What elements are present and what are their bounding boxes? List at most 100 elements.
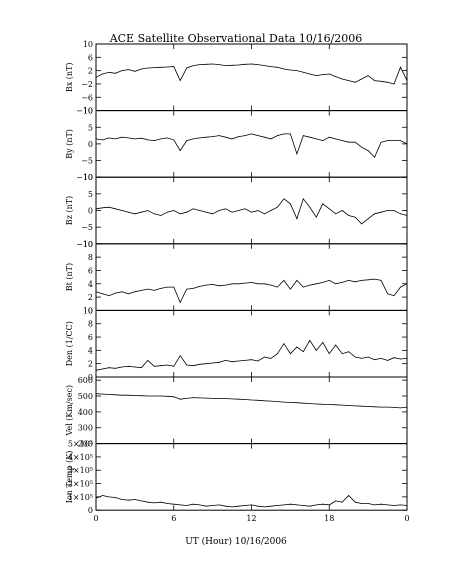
y-axis-label: Bz (nT)	[65, 196, 74, 225]
data-point	[238, 283, 239, 285]
data-point	[400, 286, 401, 288]
y-tick-label: 1×10⁵	[68, 493, 93, 502]
series-line	[95, 63, 408, 85]
y-tick-label: 4	[88, 346, 93, 355]
data-point	[160, 138, 162, 140]
y-tick-label: 200	[78, 440, 93, 449]
data-point	[95, 393, 97, 395]
data-point	[231, 211, 233, 213]
y-tick-label: 4×10⁵	[68, 453, 93, 462]
data-point	[140, 290, 142, 291]
data-point	[205, 505, 207, 507]
data-point	[302, 505, 304, 506]
y-tick-label: −5	[81, 223, 93, 232]
data-point	[309, 136, 311, 138]
data-point	[374, 156, 376, 158]
data-point	[341, 501, 343, 503]
data-point	[225, 65, 226, 67]
y-tick-label: 6	[88, 53, 93, 62]
data-point	[179, 213, 181, 215]
data-point	[277, 401, 278, 402]
data-point	[166, 66, 168, 68]
y-tick-label: −10	[76, 107, 93, 116]
data-point	[328, 136, 330, 138]
data-point	[147, 288, 149, 290]
data-point	[341, 404, 343, 406]
data-point	[134, 366, 136, 368]
data-point	[160, 215, 162, 216]
data-point	[102, 368, 103, 370]
data-point	[257, 135, 259, 136]
data-point	[380, 357, 382, 359]
data-point	[393, 357, 395, 359]
data-point	[257, 64, 259, 66]
data-point	[270, 138, 272, 140]
data-point	[134, 70, 136, 72]
data-point	[315, 75, 317, 77]
data-point	[387, 293, 388, 295]
data-point	[231, 506, 233, 508]
data-point	[218, 210, 220, 211]
data-point	[95, 76, 97, 78]
data-point	[341, 210, 343, 211]
data-point	[212, 63, 214, 65]
data-point	[166, 137, 168, 139]
data-point	[296, 218, 298, 220]
y-tick-label: 10	[83, 40, 93, 49]
data-point	[115, 208, 116, 210]
panel-0: 10 6 2 −2 −6 −10 Bx (nT)	[65, 40, 408, 116]
data-point	[406, 505, 408, 506]
data-point	[102, 139, 103, 141]
data-point	[315, 216, 317, 218]
data-point	[115, 367, 116, 369]
data-point	[400, 407, 401, 409]
data-point	[406, 143, 408, 145]
data-point	[238, 360, 239, 362]
data-point	[296, 70, 298, 72]
data-point	[264, 213, 265, 215]
data-point	[134, 395, 136, 396]
data-point	[361, 405, 363, 407]
data-point	[127, 293, 129, 295]
data-point	[270, 400, 272, 402]
x-axis-label: UT (Hour) 10/16/2006	[185, 536, 287, 547]
data-point	[354, 356, 356, 358]
y-tick-label: 0	[88, 207, 93, 216]
y-tick-label: 10	[83, 306, 93, 315]
data-point	[231, 64, 233, 66]
data-point	[173, 396, 175, 398]
data-point	[121, 366, 123, 368]
data-point	[289, 288, 291, 290]
data-point	[335, 76, 337, 78]
data-point	[127, 394, 129, 396]
data-point	[244, 135, 246, 136]
series-line	[95, 133, 408, 158]
data-point	[231, 361, 233, 363]
data-point	[406, 215, 408, 216]
data-point	[270, 505, 272, 507]
data-point	[348, 405, 350, 406]
data-point	[192, 365, 194, 367]
data-point	[225, 208, 226, 210]
data-point	[95, 138, 97, 140]
data-point	[270, 66, 272, 68]
series-line	[95, 339, 408, 371]
data-point	[134, 499, 136, 500]
data-point	[127, 365, 129, 367]
data-point	[160, 288, 162, 289]
data-point	[367, 503, 369, 504]
y-axis-label: Vel (Km/sec)	[65, 385, 74, 437]
data-point	[341, 353, 343, 355]
y-tick-label: 0	[88, 306, 93, 315]
data-point	[400, 66, 401, 68]
data-point	[387, 406, 388, 408]
y-tick-label: 3×10⁵	[68, 466, 93, 475]
data-point	[322, 74, 324, 76]
data-point	[102, 207, 103, 209]
data-point	[393, 140, 395, 141]
data-point	[296, 153, 298, 155]
data-point	[205, 136, 207, 138]
data-point	[264, 356, 265, 358]
data-point	[186, 398, 188, 399]
data-point	[328, 404, 330, 405]
